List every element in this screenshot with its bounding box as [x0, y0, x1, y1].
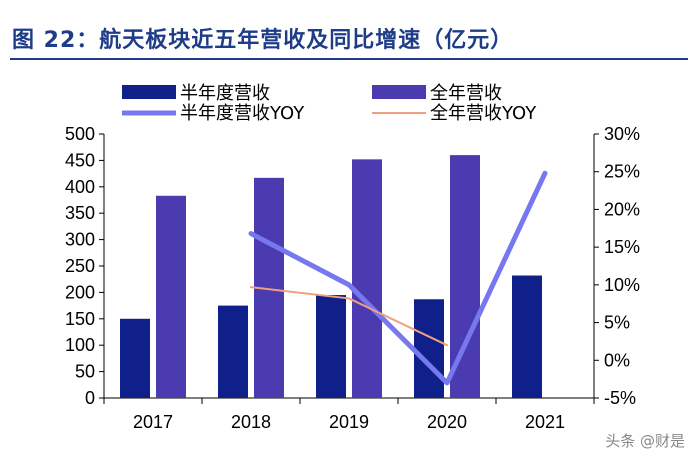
watermark: 头条 @财是: [605, 432, 685, 450]
x-tick-label: 2020: [427, 412, 467, 432]
x-tick-label: 2017: [133, 412, 173, 432]
left-tick-label: 400: [65, 177, 95, 197]
line-full-year-yoy: [250, 286, 448, 347]
legend-swatch-0: [122, 85, 176, 99]
bar-half-year-2018: [218, 305, 248, 398]
right-tick-label: 20%: [604, 199, 640, 219]
x-tick-label: 2019: [329, 412, 369, 432]
legend-label-0: 半年度营收: [180, 83, 270, 104]
bar-half-year-2020: [414, 299, 444, 398]
left-tick-label: 350: [65, 203, 95, 223]
title-divider: [10, 58, 688, 60]
chart-title: 图 22：航天板块近五年营收及同比增速（亿元）: [12, 28, 514, 53]
left-tick-label: 150: [65, 309, 95, 329]
line-half-year-yoy: [248, 170, 548, 386]
legend-label-2: 半年度营收YOY: [180, 103, 305, 124]
left-tick-label: 0: [85, 388, 95, 408]
legend-swatch-1: [372, 85, 426, 99]
right-tick-label: 30%: [604, 124, 640, 144]
left-tick-label: 300: [65, 230, 95, 250]
bar-half-year-2019: [316, 295, 346, 398]
bar-half-year-2017: [120, 318, 150, 398]
right-tick-label: 5%: [604, 313, 630, 333]
left-tick-label: 250: [65, 256, 95, 276]
right-tick-label: 15%: [604, 237, 640, 257]
bars: [120, 155, 542, 398]
right-tick-label: 10%: [604, 275, 640, 295]
left-tick-label: 200: [65, 282, 95, 302]
axes: 0 50 100 150 200 250 300 350 400 450 500 -5% 0% 5% 10%…: [65, 124, 640, 432]
left-tick-label: 450: [65, 150, 95, 170]
left-tick-label: 500: [65, 124, 95, 144]
right-tick-label: 25%: [604, 162, 640, 182]
right-tick-label: -5%: [604, 388, 636, 408]
right-tick-label: 0%: [604, 350, 630, 370]
legend-label-3: 全年营收YOY: [430, 103, 537, 124]
bar-full-year-2017: [156, 195, 186, 398]
x-tick-label: 2021: [525, 412, 565, 432]
lines: [248, 170, 548, 386]
x-tick-label: 2018: [231, 412, 271, 432]
left-tick-label: 50: [75, 362, 95, 382]
legend-label-1: 全年营收: [430, 83, 502, 104]
bar-half-year-2021: [512, 275, 542, 398]
bar-full-year-2019: [352, 159, 382, 398]
bar-full-year-2020: [450, 155, 480, 398]
left-tick-label: 100: [65, 335, 95, 355]
